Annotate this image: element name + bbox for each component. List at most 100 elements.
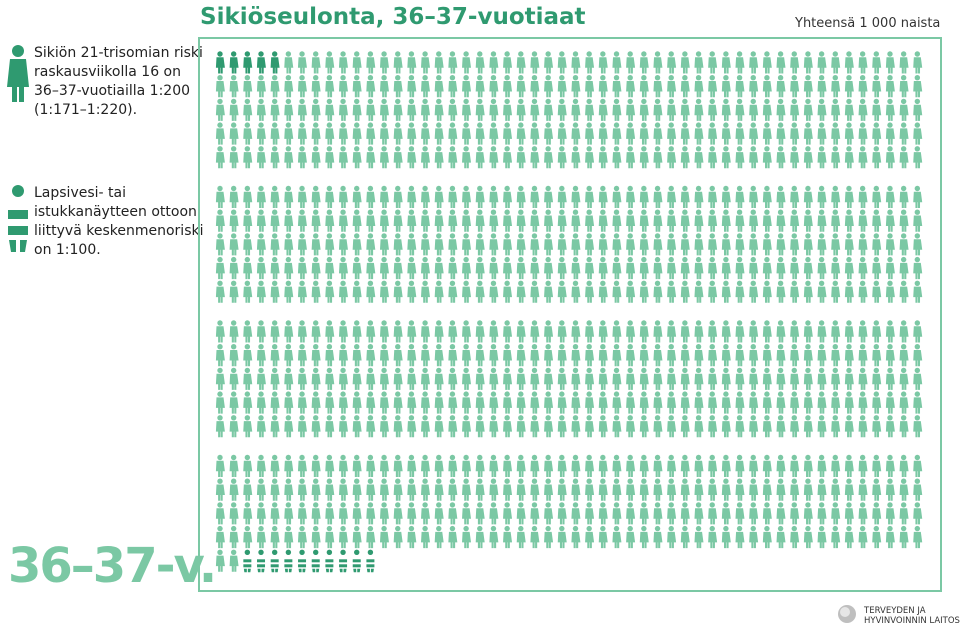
person-icon [653,209,663,232]
person-icon [817,209,827,232]
person-icon [817,415,827,438]
person-icon [571,146,581,169]
person-icon [817,367,827,390]
person-icon [844,146,854,169]
person-icon [694,185,704,208]
person-icon [831,344,841,367]
person-icon [215,344,225,367]
person-icon [557,256,567,280]
person-icon [256,320,266,343]
person-icon [571,98,581,121]
person-icon [243,209,253,232]
person-icon [708,185,718,208]
person-icon [626,122,636,145]
person-icon [612,415,622,438]
person-icon [243,98,253,121]
person-icon [352,146,362,169]
person-icon [338,122,348,145]
person-icon [407,478,417,501]
person-icon [585,525,595,549]
person-icon [420,320,430,343]
person-icon [680,525,690,549]
person-icon [735,344,745,367]
person-icon [284,185,294,208]
person-icon [256,209,266,232]
person-icon [448,51,458,74]
person-icon [598,320,608,343]
person-icon [844,280,854,303]
person-icon [721,415,731,438]
person-icon [899,256,909,280]
person-icon [667,233,677,256]
person-icon [858,209,868,232]
person-icon [489,233,499,256]
person-icon [215,502,225,525]
person-icon [297,146,307,169]
person-icon [735,256,745,280]
person-icon [899,75,909,98]
person-icon [790,146,800,169]
person-icon [434,502,444,525]
person-icon [284,478,294,501]
person-icon [913,320,923,343]
person-icon [817,256,827,280]
person-icon [913,454,923,477]
person-icon [694,209,704,232]
person-icon [284,344,294,367]
person-icon [762,415,772,438]
person-miscarriage-icon [352,549,361,573]
person-icon [844,185,854,208]
person-icon [215,256,225,280]
person-icon [571,185,581,208]
person-icon [462,415,472,438]
person-icon [462,98,472,121]
person-icon [653,502,663,525]
person-icon [776,344,786,367]
person-icon [626,367,636,390]
person-icon [803,454,813,477]
person-icon [215,320,225,343]
person-icon [626,525,636,549]
person-icon [270,75,280,98]
person-icon [243,478,253,501]
person-icon [694,344,704,367]
person-icon [297,209,307,232]
person-icon [680,280,690,303]
person-icon [462,478,472,501]
person-icon [790,185,800,208]
person-icon [844,51,854,74]
person-icon [585,367,595,390]
person-icon [844,98,854,121]
person-icon [667,454,677,477]
person-icon [352,502,362,525]
person-icon [585,209,595,232]
person-icon [735,478,745,501]
person-icon [256,146,266,169]
person-icon [708,280,718,303]
person-icon [256,98,266,121]
person-icon [297,525,307,549]
person-icon [297,75,307,98]
person-icon [776,525,786,549]
person-icon [270,98,280,121]
person-icon [803,344,813,367]
person-icon [749,415,759,438]
person-icon [530,344,540,367]
person-icon [762,233,772,256]
person-icon [284,454,294,477]
person-icon [489,51,499,74]
person-icon [735,51,745,74]
age-label: 36–37-v. [8,538,217,594]
person-icon [544,454,554,477]
person-icon [653,525,663,549]
person-icon [913,415,923,438]
person-icon [913,98,923,121]
person-icon [297,256,307,280]
person-icon [462,75,472,98]
person-icon [872,478,882,501]
person-icon [817,146,827,169]
person-icon [284,51,294,74]
person-icon [434,233,444,256]
person-icon [598,185,608,208]
page-title: Sikiöseulonta, 36–37-vuotiaat [200,4,586,30]
